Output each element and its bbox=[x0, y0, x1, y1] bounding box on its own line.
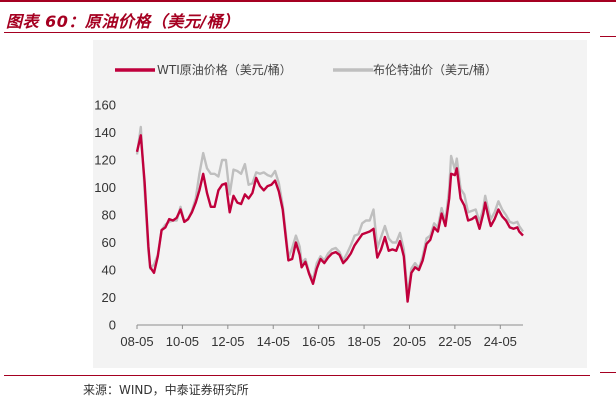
x-tick-label: 20-05 bbox=[393, 334, 426, 349]
x-tick-label: 22-05 bbox=[438, 334, 471, 349]
x-tick-label: 18-05 bbox=[347, 334, 380, 349]
x-tick-label: 14-05 bbox=[257, 334, 290, 349]
y-axis: 0 20 40 60 80 100 120 140 160 bbox=[94, 98, 116, 333]
y-tick-label: 140 bbox=[94, 125, 116, 140]
adjacent-divider-top bbox=[600, 36, 616, 37]
line-chart: WTI原油价格（美元/桶） 布伦特油价（美元/桶） 0 20 40 60 80 100 120… bbox=[94, 62, 524, 349]
y-tick-label: 0 bbox=[109, 318, 116, 333]
y-tick-label: 20 bbox=[102, 290, 116, 305]
source-note: 来源：WIND，中泰证券研究所 bbox=[83, 383, 249, 397]
series-line-wti bbox=[135, 134, 524, 303]
y-tick-label: 100 bbox=[94, 180, 116, 195]
legend-label-wti: WTI原油价格（美元/桶） bbox=[157, 62, 292, 77]
y-tick-label: 40 bbox=[102, 263, 116, 278]
title-divider bbox=[4, 32, 590, 33]
x-tick-label: 12-05 bbox=[211, 334, 244, 349]
y-tick-label: 60 bbox=[102, 235, 116, 250]
adjacent-divider-bottom bbox=[600, 372, 616, 373]
series-line-brent bbox=[135, 125, 524, 296]
chart-panel: WTI原油价格（美元/桶） 布伦特油价（美元/桶） 0 20 40 60 80 100 120… bbox=[93, 40, 587, 368]
x-tick-label: 10-05 bbox=[166, 334, 199, 349]
footer-divider bbox=[4, 375, 590, 376]
x-tick-label: 16-05 bbox=[302, 334, 335, 349]
chart-legend: WTI原油价格（美元/桶） 布伦特油价（美元/桶） bbox=[115, 62, 497, 77]
y-tick-label: 160 bbox=[94, 98, 116, 113]
y-tick-label: 80 bbox=[102, 208, 116, 223]
top-accent-line bbox=[0, 0, 616, 2]
x-tick-label: 08-05 bbox=[120, 334, 153, 349]
y-tick-label: 120 bbox=[94, 153, 116, 168]
figure-title: 图表 60：原油价格（美元/桶） bbox=[6, 12, 240, 31]
x-tick-label: 24-05 bbox=[484, 334, 517, 349]
x-axis: 08-05 10-05 12-05 14-05 16-05 18-05 20-05 22-05… bbox=[120, 324, 523, 349]
series-layer bbox=[135, 125, 524, 303]
legend-label-brent: 布伦特油价（美元/桶） bbox=[373, 62, 497, 77]
